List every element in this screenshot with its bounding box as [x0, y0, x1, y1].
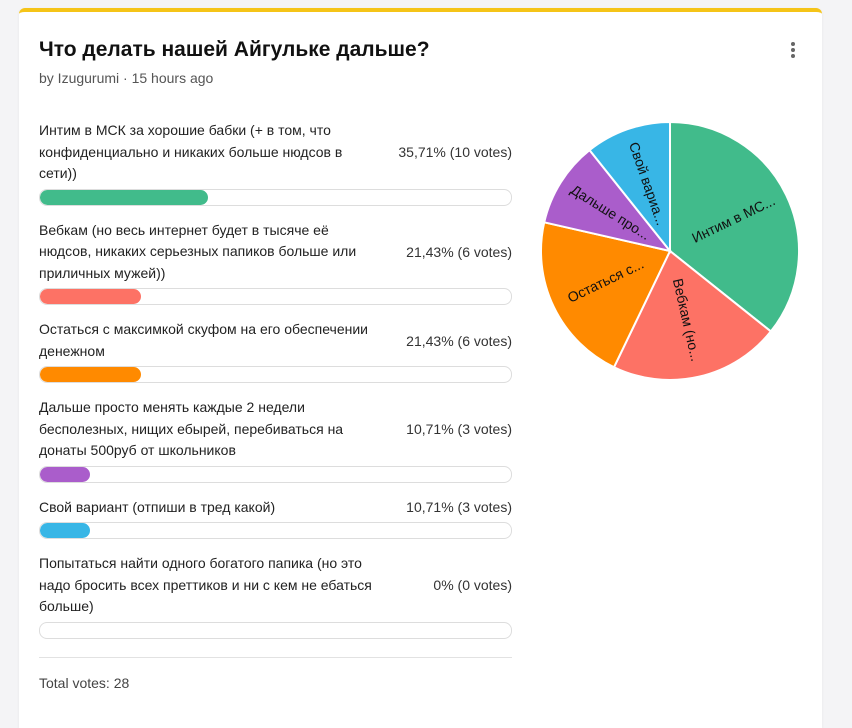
progress-bar: [39, 188, 512, 206]
progress-bar: [39, 288, 512, 305]
total-votes: Total votes: 28: [39, 675, 130, 691]
option-result: 21,43% (6 votes): [406, 332, 512, 349]
progress-bar: [39, 465, 512, 483]
poll-option: Остаться с максимкой скуфом на его обесп…: [39, 319, 512, 383]
progress-bar: [39, 621, 512, 639]
poll-title: Что делать нашей Айгульке дальше?: [39, 38, 430, 61]
option-label: Попытаться найти одного богатого папика …: [39, 555, 372, 614]
poll-meta: by Izugurumi · 15 hours ago: [39, 70, 214, 86]
option-label: Вебкам (но весь интернет будет в тысяче …: [39, 221, 357, 281]
option-label: Интим в МСК за хорошие бабки (+ в том, ч…: [39, 122, 343, 181]
option-label: Свой вариант (отпиши в тред какой): [39, 498, 276, 515]
poll-card: Что делать нашей Айгульке дальше? by Izu…: [19, 8, 822, 728]
option-result: 10,71% (3 votes): [406, 421, 512, 438]
progress-bar-fill: [40, 367, 141, 382]
poll-options: Интим в МСК за хорошие бабки (+ в том, ч…: [39, 120, 512, 653]
pie-slice: [612, 249, 773, 381]
pie-slice: [543, 148, 673, 253]
option-result: 35,71% (10 votes): [398, 144, 512, 161]
poll-option: Свой вариант (отпиши в тред какой) 10,71…: [39, 497, 512, 539]
option-result: 21,43% (6 votes): [406, 243, 512, 260]
pie-slice: [540, 221, 672, 369]
progress-bar-fill: [40, 523, 91, 538]
poll-option: Интим в МСК за хорошие бабки (+ в том, ч…: [39, 120, 512, 206]
progress-bar-fill: [40, 189, 209, 205]
divider: [39, 657, 512, 658]
poll-option: Попытаться найти одного богатого папика …: [39, 553, 512, 639]
progress-bar-fill: [40, 289, 141, 304]
pie-slice: [669, 120, 800, 333]
progress-bar: [39, 366, 512, 383]
option-result: 10,71% (3 votes): [406, 499, 512, 516]
option-label: Дальше просто менять каждые 2 недели бес…: [39, 399, 344, 458]
pie-slice: [588, 120, 671, 254]
progress-bar: [39, 522, 512, 539]
poll-option: Вебкам (но весь интернет будет в тысяче …: [39, 220, 512, 305]
pie-chart: Интим в МС...Вебкам (но...Остаться с...Д…: [540, 120, 800, 381]
option-result: 0% (0 votes): [433, 577, 512, 594]
kebab-menu-icon[interactable]: [784, 42, 802, 62]
poll-option: Дальше просто менять каждые 2 недели бес…: [39, 397, 512, 483]
option-label: Остаться с максимкой скуфом на его обесп…: [39, 321, 369, 359]
progress-bar-fill: [40, 466, 91, 482]
